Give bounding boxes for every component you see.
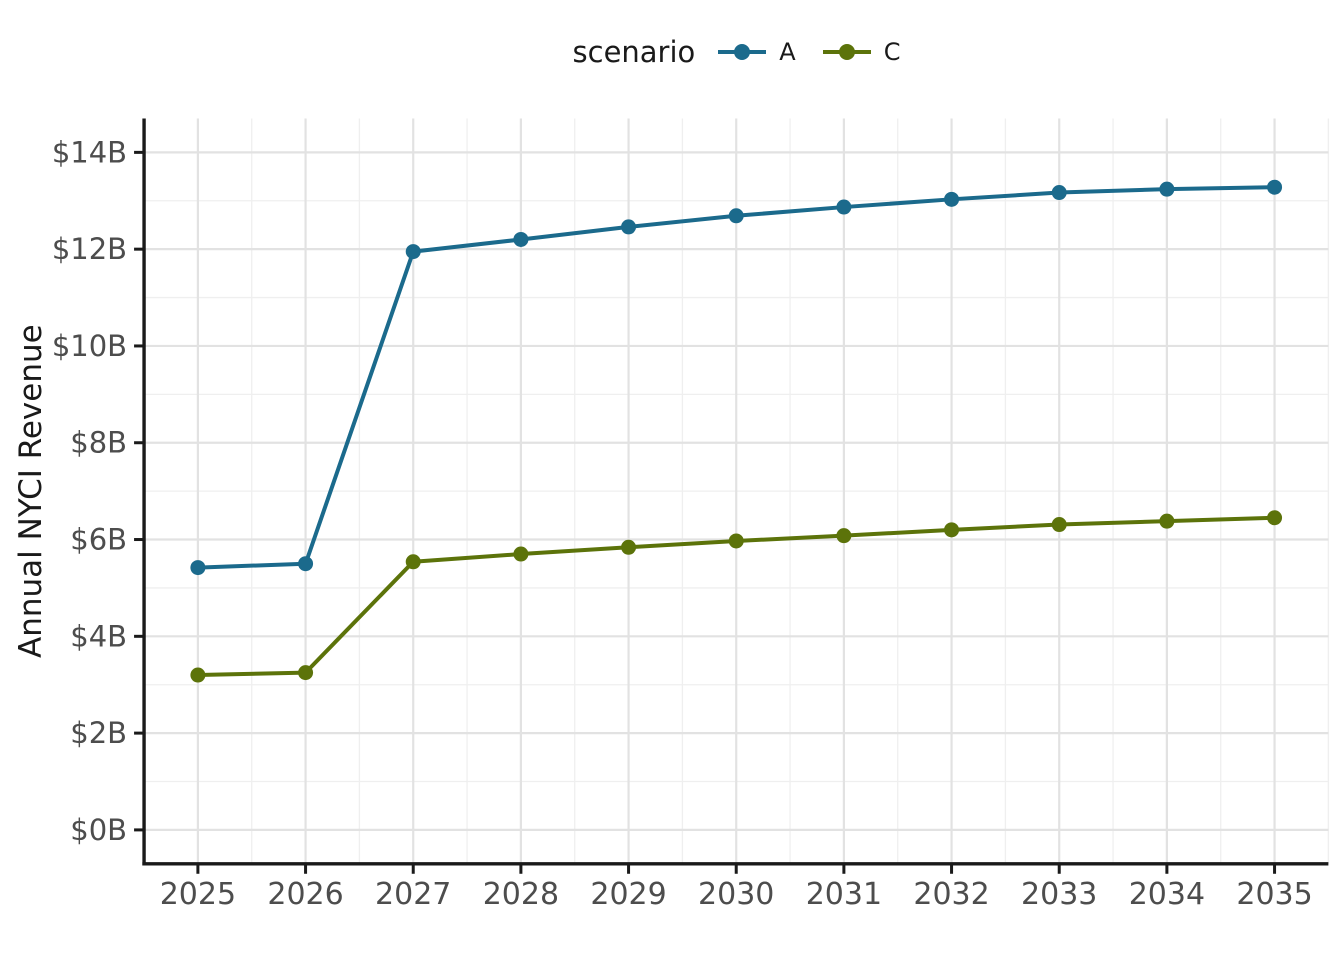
x-tick-label: 2026 — [267, 877, 343, 912]
series-A-point-2030 — [728, 208, 744, 224]
series-C-point-2034 — [1159, 513, 1175, 529]
legend-entry-A: A — [717, 38, 796, 66]
series-A-point-2035 — [1267, 179, 1283, 195]
y-tick-label: $12B — [52, 232, 127, 266]
y-axis-title: Annual NYCI Revenue — [13, 324, 49, 658]
y-tick-label: $8B — [70, 426, 127, 460]
x-tick-label: 2031 — [806, 877, 882, 912]
x-tick-label: 2027 — [375, 877, 451, 912]
series-A-point-2026 — [298, 556, 314, 572]
legend-title: scenario — [572, 35, 696, 69]
y-tick-label: $10B — [52, 329, 127, 363]
x-tick-label: 2032 — [913, 877, 989, 912]
x-tick-label: 2033 — [1021, 877, 1097, 912]
legend-entry-label-A: A — [779, 38, 796, 66]
y-tick-label: $4B — [70, 619, 127, 653]
x-tick-label: 2025 — [160, 877, 236, 912]
series-A-point-2025 — [190, 560, 206, 576]
x-tick-label: 2035 — [1236, 877, 1312, 912]
legend-entry-label-C: C — [883, 38, 901, 66]
series-C-point-2026 — [298, 665, 314, 681]
series-C-point-2025 — [190, 667, 206, 683]
series-C-point-2029 — [621, 539, 637, 555]
x-tick-label: 2034 — [1129, 877, 1205, 912]
y-tick-label: $2B — [70, 716, 127, 750]
series-C-point-2031 — [836, 528, 852, 544]
series-A-point-2033 — [1051, 185, 1067, 201]
series-A-point-2034 — [1159, 181, 1175, 197]
series-C-point-2033 — [1051, 517, 1067, 533]
y-tick-label: $0B — [70, 813, 127, 847]
series-C-point-2028 — [513, 546, 529, 562]
legend-key-A-icon — [718, 44, 767, 60]
series-A-point-2028 — [513, 231, 529, 247]
series-A-point-2031 — [836, 199, 852, 215]
series-C-point-2032 — [944, 522, 960, 538]
series-A-point-2032 — [944, 191, 960, 207]
series-A-point-2027 — [405, 244, 421, 260]
legend-key-C-icon — [822, 44, 871, 60]
series-C-point-2035 — [1267, 510, 1283, 526]
series-C-point-2030 — [728, 533, 744, 549]
y-tick-label: $6B — [70, 523, 127, 557]
legend-entry-C: C — [822, 38, 901, 66]
x-tick-label: 2030 — [698, 877, 774, 912]
y-tick-label: $14B — [52, 135, 127, 169]
series-A-point-2029 — [621, 219, 637, 235]
x-tick-label: 2029 — [590, 877, 666, 912]
series-C-point-2027 — [405, 554, 421, 570]
x-tick-label: 2028 — [483, 877, 559, 912]
